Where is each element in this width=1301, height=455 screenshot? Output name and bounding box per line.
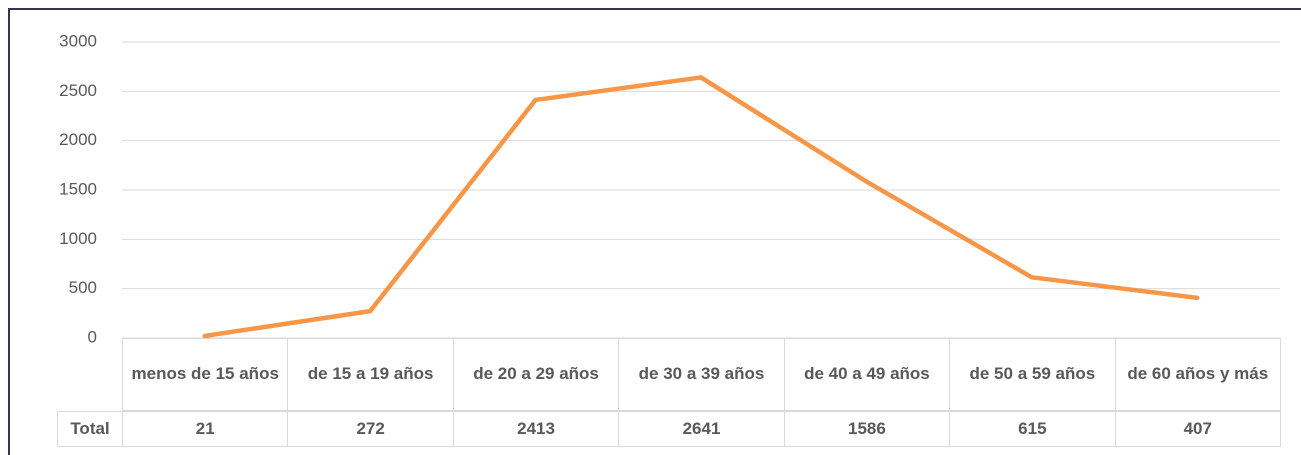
table-value: 2413 <box>452 411 620 447</box>
y-tick-label: 2500 <box>59 81 97 100</box>
line-series <box>202 75 1200 339</box>
y-tick-label: 2000 <box>59 130 97 149</box>
category-header: de 40 a 49 años <box>783 338 951 411</box>
table-value: 21 <box>122 411 289 447</box>
y-tick-label: 1500 <box>59 179 97 198</box>
y-tick-label: 500 <box>69 278 97 297</box>
category-header: de 20 a 29 años <box>452 338 620 411</box>
category-header: de 60 años y más <box>1114 338 1281 411</box>
table-value: 615 <box>949 411 1116 447</box>
table-value: 407 <box>1114 411 1281 447</box>
category-header: menos de 15 años <box>122 338 289 411</box>
y-tick-label: 3000 <box>59 31 97 50</box>
table-value: 2641 <box>618 411 785 447</box>
chart-frame <box>8 8 1301 455</box>
y-tick-label: 0 <box>88 327 97 346</box>
table-value: 1586 <box>783 411 951 447</box>
category-header: de 50 a 59 años <box>949 338 1116 411</box>
series-name: Total <box>57 411 123 447</box>
category-header: de 30 a 39 años <box>618 338 785 411</box>
category-header: de 15 a 19 años <box>287 338 454 411</box>
table-value: 272 <box>287 411 454 447</box>
y-tick-label: 1000 <box>59 229 97 248</box>
